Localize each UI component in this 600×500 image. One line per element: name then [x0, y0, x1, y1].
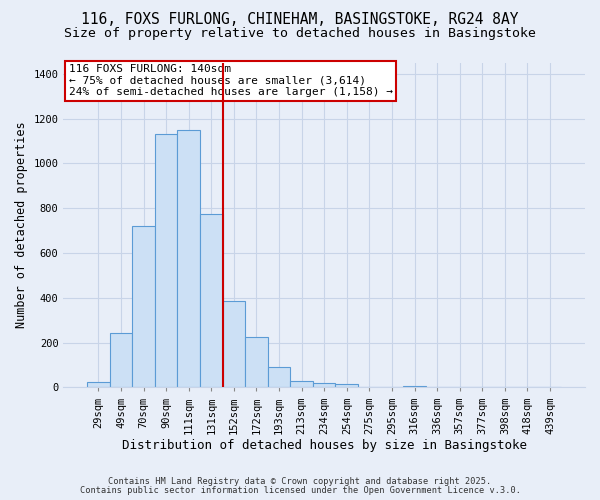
Bar — [403, 386, 426, 388]
Bar — [290, 382, 313, 388]
Bar — [245, 337, 268, 388]
Bar — [268, 367, 290, 388]
Bar — [223, 301, 245, 388]
Bar — [132, 226, 155, 388]
Text: 116 FOXS FURLONG: 140sqm
← 75% of detached houses are smaller (3,614)
24% of sem: 116 FOXS FURLONG: 140sqm ← 75% of detach… — [68, 64, 392, 98]
Text: Size of property relative to detached houses in Basingstoke: Size of property relative to detached ho… — [64, 28, 536, 40]
Bar — [87, 382, 110, 388]
Y-axis label: Number of detached properties: Number of detached properties — [15, 122, 28, 328]
Bar — [155, 134, 178, 388]
Bar — [335, 384, 358, 388]
Bar — [178, 130, 200, 388]
Bar — [110, 332, 132, 388]
Text: Contains public sector information licensed under the Open Government Licence v.: Contains public sector information licen… — [79, 486, 521, 495]
Bar — [313, 383, 335, 388]
Text: 116, FOXS FURLONG, CHINEHAM, BASINGSTOKE, RG24 8AY: 116, FOXS FURLONG, CHINEHAM, BASINGSTOKE… — [81, 12, 519, 28]
Text: Contains HM Land Registry data © Crown copyright and database right 2025.: Contains HM Land Registry data © Crown c… — [109, 477, 491, 486]
Bar — [200, 214, 223, 388]
X-axis label: Distribution of detached houses by size in Basingstoke: Distribution of detached houses by size … — [122, 440, 527, 452]
